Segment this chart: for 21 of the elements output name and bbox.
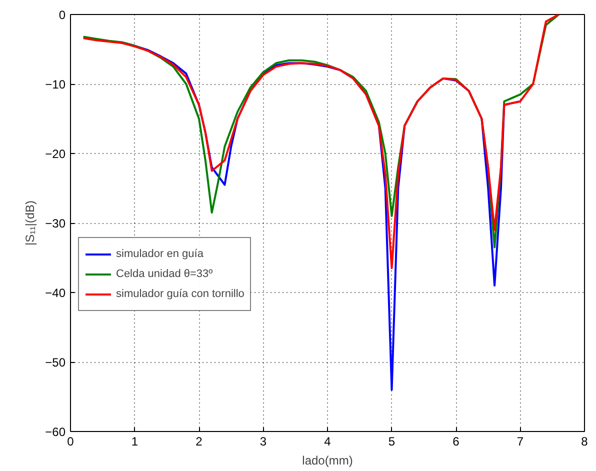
x-tick-label: 2 <box>196 434 203 448</box>
x-tick-label: 6 <box>452 434 460 448</box>
y-axis-title: |S₁₁|(dB) <box>23 200 38 246</box>
x-tick-label: 8 <box>581 434 588 448</box>
y-tick-label: −30 <box>45 216 66 230</box>
y-tick-label: −50 <box>45 356 66 370</box>
x-tick-label: 3 <box>260 434 267 448</box>
x-tick-label: 4 <box>324 434 332 448</box>
legend-label: Celda unidad θ=33º <box>116 268 213 280</box>
x-tick-label: 5 <box>388 434 396 448</box>
x-axis-title: lado(mm) <box>302 454 353 468</box>
legend-label: simulador guía con tornillo <box>116 288 244 300</box>
y-tick-label: −20 <box>45 147 66 161</box>
legend-label: simulador en guía <box>116 248 204 260</box>
y-tick-label: 0 <box>58 8 66 22</box>
y-tick-label: −40 <box>45 286 66 300</box>
x-tick-label: 1 <box>131 434 138 448</box>
y-tick-label: −10 <box>45 78 66 92</box>
y-tick-label: −60 <box>45 425 66 439</box>
x-tick-label: 0 <box>67 434 74 448</box>
x-tick-label: 7 <box>516 434 524 448</box>
